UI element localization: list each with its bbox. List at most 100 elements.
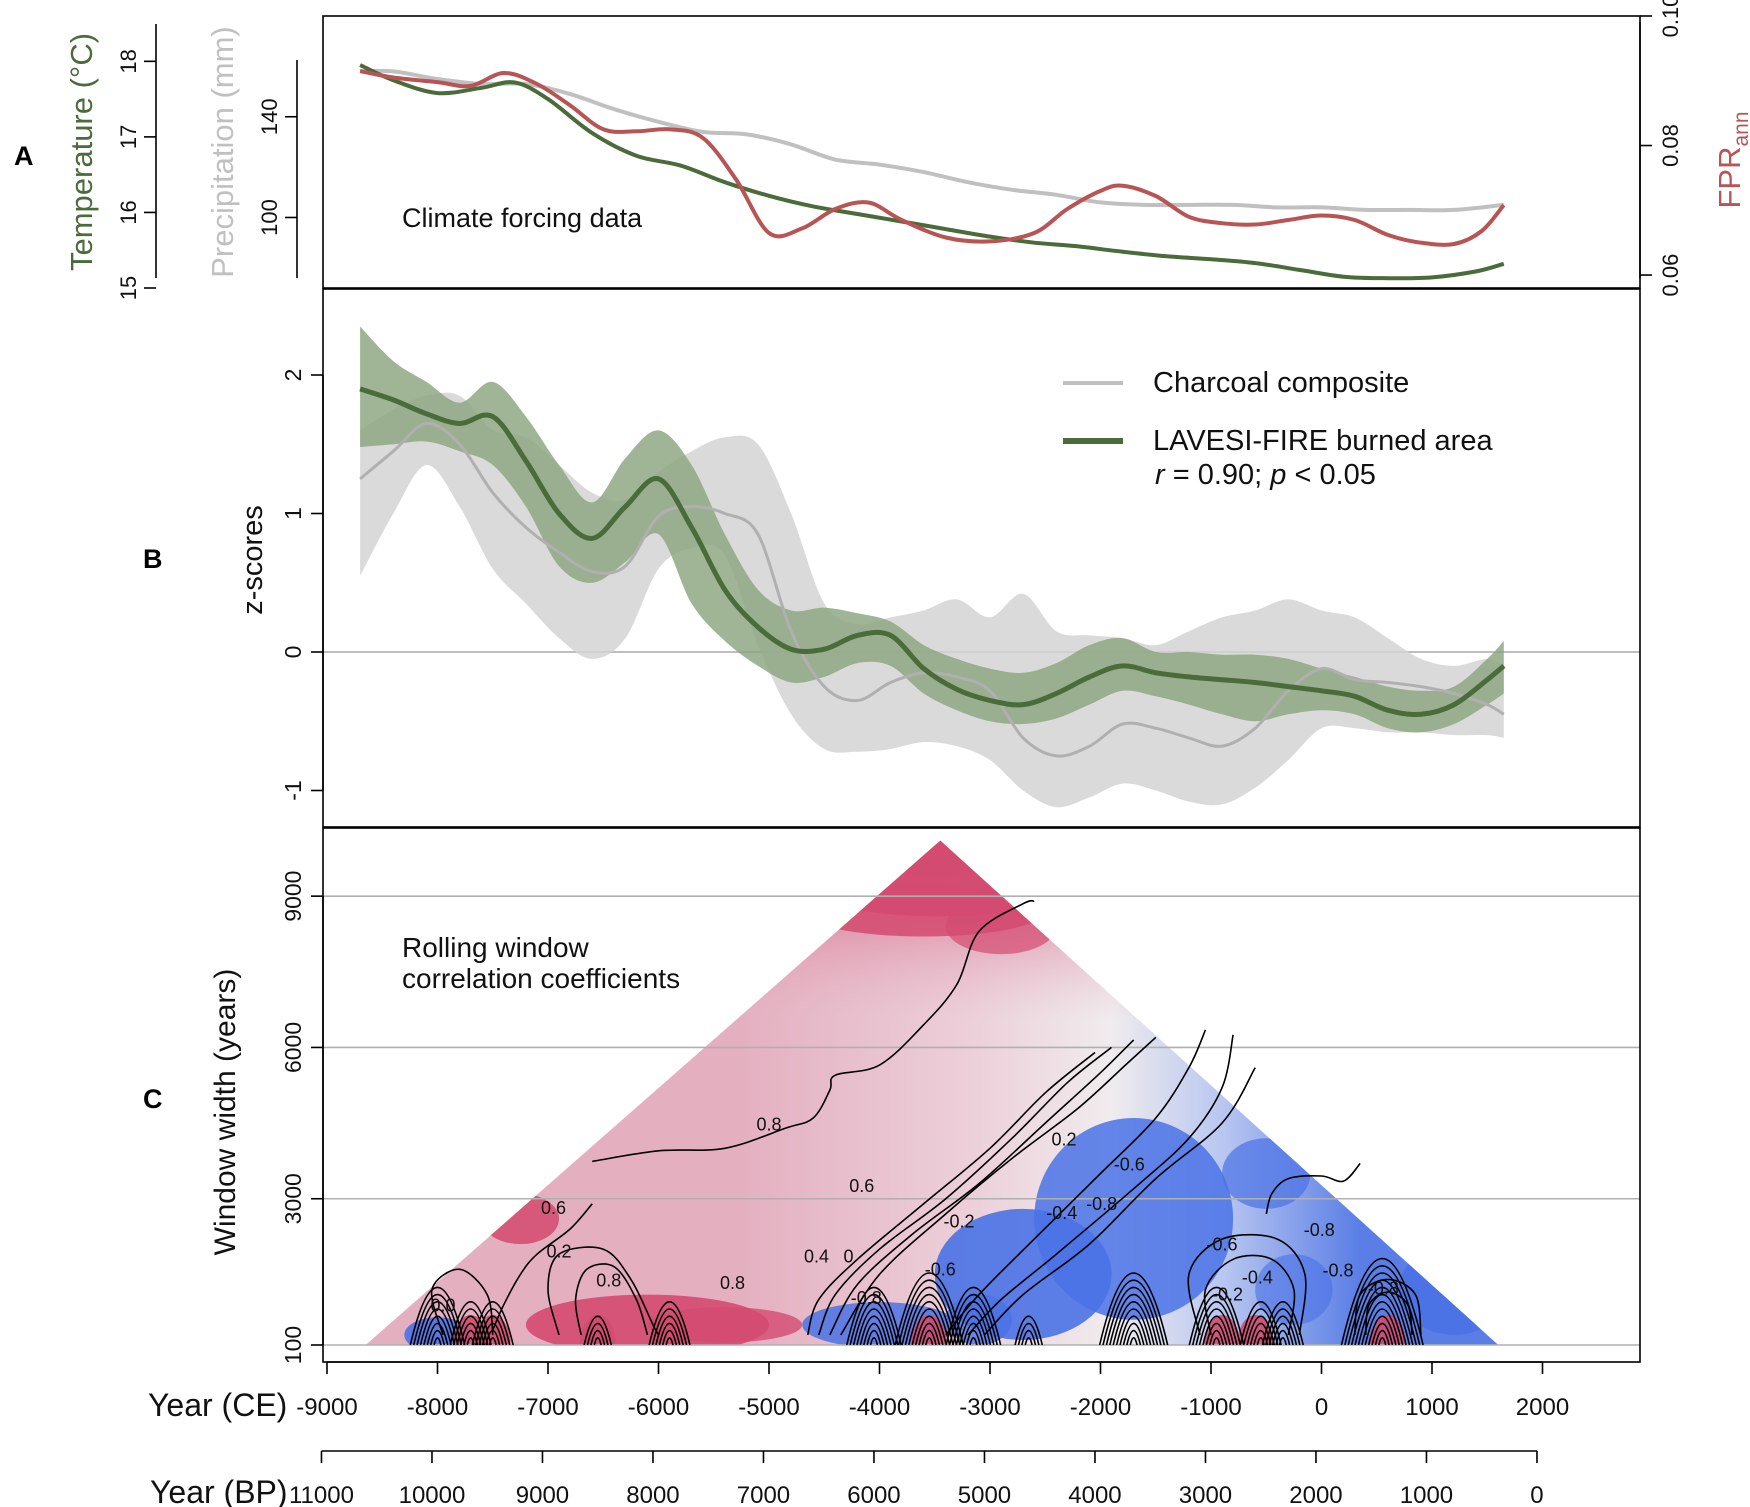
tick-label: 7000 — [737, 1482, 790, 1507]
heat-peak — [1204, 1315, 1241, 1345]
tick-label: -7000 — [517, 1394, 578, 1421]
contour-label: 0.8 — [596, 1270, 621, 1290]
contour-ring — [586, 1322, 609, 1346]
heat-peak — [1369, 1315, 1406, 1345]
tick-label: 4000 — [1068, 1482, 1121, 1507]
contour-ring — [665, 1337, 674, 1346]
contour-ring — [1109, 1294, 1159, 1346]
tick-label: 3000 — [1179, 1482, 1232, 1507]
contour-label: -0.2 — [1212, 1285, 1243, 1305]
contour-ring — [866, 1329, 882, 1346]
fpr-axis-label-sub: ann — [1730, 111, 1750, 146]
contour-ring — [1340, 1258, 1424, 1346]
panel-a-letter: A — [14, 141, 34, 171]
contour-line — [492, 1203, 593, 1331]
contour-label: -0.6 — [1207, 1235, 1238, 1255]
tick-label: -4000 — [849, 1394, 910, 1421]
contour-label: 0.8 — [720, 1273, 745, 1293]
contour-label: 0.2 — [1052, 1130, 1077, 1150]
contour-line — [1187, 1233, 1307, 1336]
panel-a-annotation: Climate forcing data — [402, 203, 643, 233]
contour-ring — [925, 1337, 934, 1346]
temperature-axis: 15 16 17 18 — [116, 24, 157, 300]
contour-ring — [869, 1337, 879, 1346]
heat-blob — [1222, 1138, 1311, 1209]
contour-ring — [862, 1322, 885, 1346]
contour-ring — [1021, 1329, 1037, 1346]
tick-label: 0.06 — [1658, 254, 1683, 297]
temperature-axis-label: Temperature (°C) — [64, 33, 99, 271]
tick-label: 15 — [116, 276, 141, 300]
contour-line — [574, 1263, 649, 1336]
contour-ring — [952, 1301, 995, 1346]
legend: Charcoal composite LAVESI-FIRE burned ar… — [1063, 367, 1493, 491]
contour-ring — [1112, 1301, 1155, 1346]
contour-ring — [959, 1315, 988, 1346]
contour-ring — [955, 1308, 992, 1346]
contour-ring — [969, 1337, 978, 1346]
contour-ring — [1357, 1294, 1407, 1346]
legend-stats: r = 0.90; p < 0.05 — [1155, 459, 1376, 491]
heat-blob — [1398, 1244, 1499, 1335]
contour-ring — [918, 1322, 941, 1346]
tick-label: 140 — [257, 98, 282, 135]
contour-ring — [921, 1329, 937, 1346]
contour-ring — [1014, 1315, 1044, 1346]
tick-label: 5000 — [958, 1482, 1011, 1507]
year-ce-axis: -9000 -8000 -7000 -6000 -5000 -4000 -3000 -2000… — [296, 1361, 1569, 1421]
tick-label: 2000 — [1516, 1394, 1569, 1421]
contour-label: -0.8 — [851, 1288, 882, 1308]
contour-ring — [901, 1286, 958, 1346]
contour-line — [967, 1034, 1234, 1336]
fpr-line — [359, 69, 1506, 247]
contour-ring — [1361, 1301, 1404, 1346]
heat-peak — [1237, 1315, 1274, 1345]
tick-label: 1000 — [1400, 1482, 1453, 1507]
panel-b: Charcoal composite LAVESI-FIRE burned ar… — [143, 288, 1641, 828]
contour-ring — [965, 1329, 982, 1346]
contour-label: -0.2 — [944, 1211, 975, 1231]
contour-ring — [1017, 1322, 1040, 1346]
contour-ring — [1119, 1315, 1149, 1346]
window-axis-label: Window width (years) — [209, 969, 242, 1256]
contour-ring — [661, 1329, 678, 1346]
tick-label: -3000 — [959, 1394, 1020, 1421]
tick-label: 0.08 — [1658, 124, 1683, 167]
contour-ring — [1371, 1322, 1394, 1346]
contour-ring — [1191, 1294, 1242, 1346]
contour-ring — [1129, 1337, 1138, 1346]
contour-ring — [1122, 1322, 1145, 1346]
contour-ring — [426, 1322, 449, 1346]
contour-line — [592, 899, 1035, 1163]
contour-ring — [1202, 1315, 1231, 1346]
contour-lines — [409, 899, 1424, 1346]
tick-label: 9000 — [280, 871, 306, 922]
window-axis: 100 3000 6000 9000 — [280, 871, 324, 1364]
tick-label: 16 — [116, 200, 141, 224]
contour-ring — [1198, 1308, 1235, 1346]
contour-ring — [908, 1301, 951, 1346]
contour-ring — [648, 1301, 691, 1346]
tick-label: 10000 — [399, 1482, 466, 1507]
zscore-axis-label: z-scores — [237, 505, 269, 615]
contour-ring — [419, 1308, 456, 1346]
contour-label: -0.8 — [1304, 1220, 1335, 1240]
tick-label: 0 — [1315, 1394, 1328, 1421]
contour-label: 0.2 — [547, 1242, 572, 1262]
contour-ring — [478, 1315, 508, 1346]
contour-ring — [904, 1294, 954, 1346]
legend-stats-p: p — [1269, 459, 1286, 491]
contour-ring — [459, 1322, 482, 1346]
heat-blob — [1034, 1118, 1234, 1320]
contour-ring — [1268, 1315, 1298, 1346]
contour-ring — [1195, 1301, 1238, 1346]
contour-ring — [1188, 1286, 1245, 1346]
panel-a-frame — [322, 15, 1641, 289]
contour-ring — [859, 1315, 889, 1346]
tick-label: 1 — [280, 507, 306, 520]
tick-label: 6000 — [280, 1022, 306, 1073]
contour-ring — [962, 1322, 985, 1346]
contour-ring — [593, 1337, 602, 1346]
fpr-axis-label-main: FPR — [1712, 147, 1747, 209]
